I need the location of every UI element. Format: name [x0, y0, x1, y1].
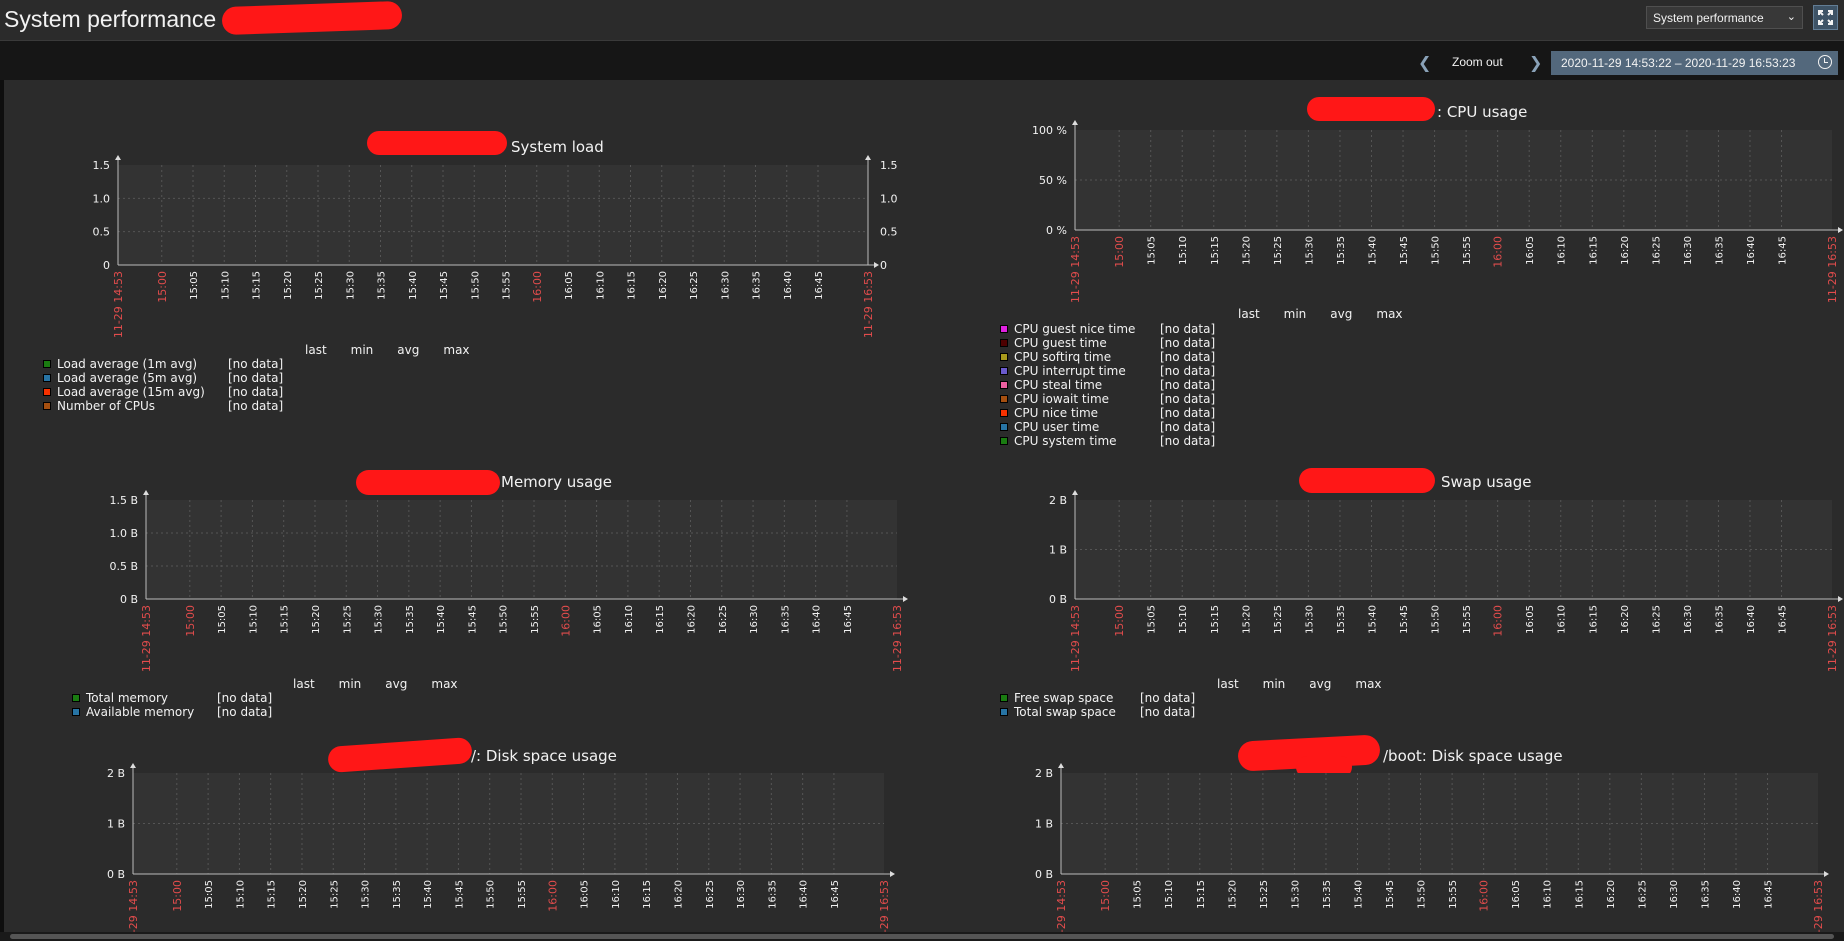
legend-item-name: CPU nice time — [1014, 406, 1099, 420]
filter-bar — [0, 41, 1844, 80]
legend-item-name: CPU user time — [1014, 420, 1100, 434]
legend-item-name: CPU steal time — [1014, 378, 1103, 392]
fullscreen-icon — [1818, 10, 1833, 25]
legend-item-value: [no data] — [228, 385, 284, 399]
legend-item-value: [no data] — [1140, 691, 1196, 705]
legend-item-value: [no data] — [217, 705, 273, 719]
legend-header-cpu-usage: last min avg max — [1238, 307, 1427, 321]
legend-item-value: [no data] — [1160, 420, 1216, 434]
legend-item-name: Total swap space — [1014, 705, 1116, 719]
legend-item-name: Load average (1m avg) — [57, 357, 198, 371]
legend-swatch — [1000, 367, 1008, 375]
legend-item-value: [no data] — [1160, 350, 1216, 364]
legend-col-max: max — [1376, 307, 1403, 321]
legend-item-name: Total memory — [86, 691, 168, 705]
chevron-down-icon: ⌄ — [1786, 11, 1796, 23]
legend-item-value: [no data] — [1160, 434, 1216, 448]
legend-col-min: min — [338, 677, 362, 691]
graph-title-root-disk: /: Disk space usage — [471, 747, 617, 765]
legend-col-min: min — [350, 343, 374, 357]
legend-col-max: max — [443, 343, 470, 357]
previous-period-icon[interactable]: ❮ — [1418, 53, 1432, 72]
legend-header-memory-usage: last min avg max — [293, 677, 482, 691]
legend-item-name: CPU guest nice time — [1014, 322, 1136, 336]
redaction-mark — [367, 131, 507, 155]
time-range-label: 2020-11-29 14:53:22 – 2020-11-29 16:53:2… — [1561, 56, 1796, 70]
graph-title-boot-disk: /boot: Disk space usage — [1383, 747, 1563, 765]
legend-header-system-load: last min avg max — [305, 343, 494, 357]
redaction-mark — [1296, 756, 1352, 778]
zoom-out-button[interactable]: Zoom out — [1452, 55, 1503, 69]
clock-icon — [1818, 55, 1832, 69]
dashboard-select[interactable]: System performance ⌄ — [1646, 6, 1803, 29]
scrollbar-thumb[interactable] — [10, 934, 1834, 939]
legend-swatch — [72, 694, 80, 702]
legend-item-value: [no data] — [1160, 378, 1216, 392]
horizontal-scrollbar[interactable] — [0, 932, 1844, 941]
legend-swatch — [43, 402, 51, 410]
legend-header-swap-usage: last min avg max — [1217, 677, 1406, 691]
legend-item-value: [no data] — [217, 691, 273, 705]
redaction-mark — [356, 470, 500, 495]
time-range-button[interactable]: 2020-11-29 14:53:22 – 2020-11-29 16:53:2… — [1551, 51, 1838, 75]
legend-item-value: [no data] — [1160, 364, 1216, 378]
legend-item-name: Load average (5m avg) — [57, 371, 198, 385]
legend-col-last: last — [1238, 307, 1260, 321]
legend-swatch — [1000, 381, 1008, 389]
legend-item-name: CPU interrupt time — [1014, 364, 1126, 378]
redaction-mark — [1299, 468, 1435, 493]
legend-swatch — [1000, 395, 1008, 403]
legend-swatch — [1000, 409, 1008, 417]
legend-item-value: [no data] — [228, 371, 284, 385]
legend-item-value: [no data] — [1160, 336, 1216, 350]
legend-item-name: CPU softirq time — [1014, 350, 1112, 364]
legend-col-max: max — [1355, 677, 1382, 691]
legend-item-name: CPU guest time — [1014, 336, 1107, 350]
legend-swatch — [72, 708, 80, 716]
dashboard-content — [4, 80, 1844, 932]
legend-swatch — [1000, 694, 1008, 702]
legend-swatch — [1000, 353, 1008, 361]
legend-item-name: CPU system time — [1014, 434, 1117, 448]
legend-item-value: [no data] — [1160, 322, 1216, 336]
legend-swatch — [1000, 339, 1008, 347]
legend-item-name: Number of CPUs — [57, 399, 156, 413]
graph-title-system-load: System load — [511, 138, 604, 156]
legend-col-min: min — [1262, 677, 1286, 691]
legend-col-avg: avg — [397, 343, 420, 357]
legend-col-last: last — [293, 677, 315, 691]
legend-item-value: [no data] — [1160, 406, 1216, 420]
fullscreen-button[interactable] — [1813, 5, 1838, 30]
legend-swatch — [43, 360, 51, 368]
legend-item-name: Available memory — [86, 705, 195, 719]
legend-col-avg: avg — [1309, 677, 1332, 691]
legend-item-value: [no data] — [228, 357, 284, 371]
legend-col-max: max — [431, 677, 458, 691]
legend-col-min: min — [1283, 307, 1307, 321]
legend-item-name: Load average (15m avg) — [57, 385, 205, 399]
legend-item-value: [no data] — [1140, 705, 1196, 719]
page-title: System performance on — [4, 6, 249, 32]
legend-item-name: Free swap space — [1014, 691, 1114, 705]
legend-item-name: CPU iowait time — [1014, 392, 1110, 406]
legend-swatch — [1000, 325, 1008, 333]
graph-title-cpu-usage: : CPU usage — [1437, 103, 1528, 121]
legend-col-avg: avg — [385, 677, 408, 691]
legend-swatch — [1000, 437, 1008, 445]
legend-swatch — [43, 374, 51, 382]
legend-col-last: last — [1217, 677, 1239, 691]
legend-col-last: last — [305, 343, 327, 357]
redaction-mark — [1307, 97, 1435, 121]
legend-swatch — [43, 388, 51, 396]
graph-title-swap-usage: Swap usage — [1441, 473, 1532, 491]
legend-swatch — [1000, 708, 1008, 716]
legend-swatch — [1000, 423, 1008, 431]
dashboard-select-value: System performance — [1653, 11, 1764, 25]
legend-item-value: [no data] — [228, 399, 284, 413]
legend-item-value: [no data] — [1160, 392, 1216, 406]
legend-col-avg: avg — [1330, 307, 1353, 321]
next-period-icon[interactable]: ❯ — [1529, 53, 1543, 72]
graph-title-memory-usage: Memory usage — [501, 473, 613, 491]
